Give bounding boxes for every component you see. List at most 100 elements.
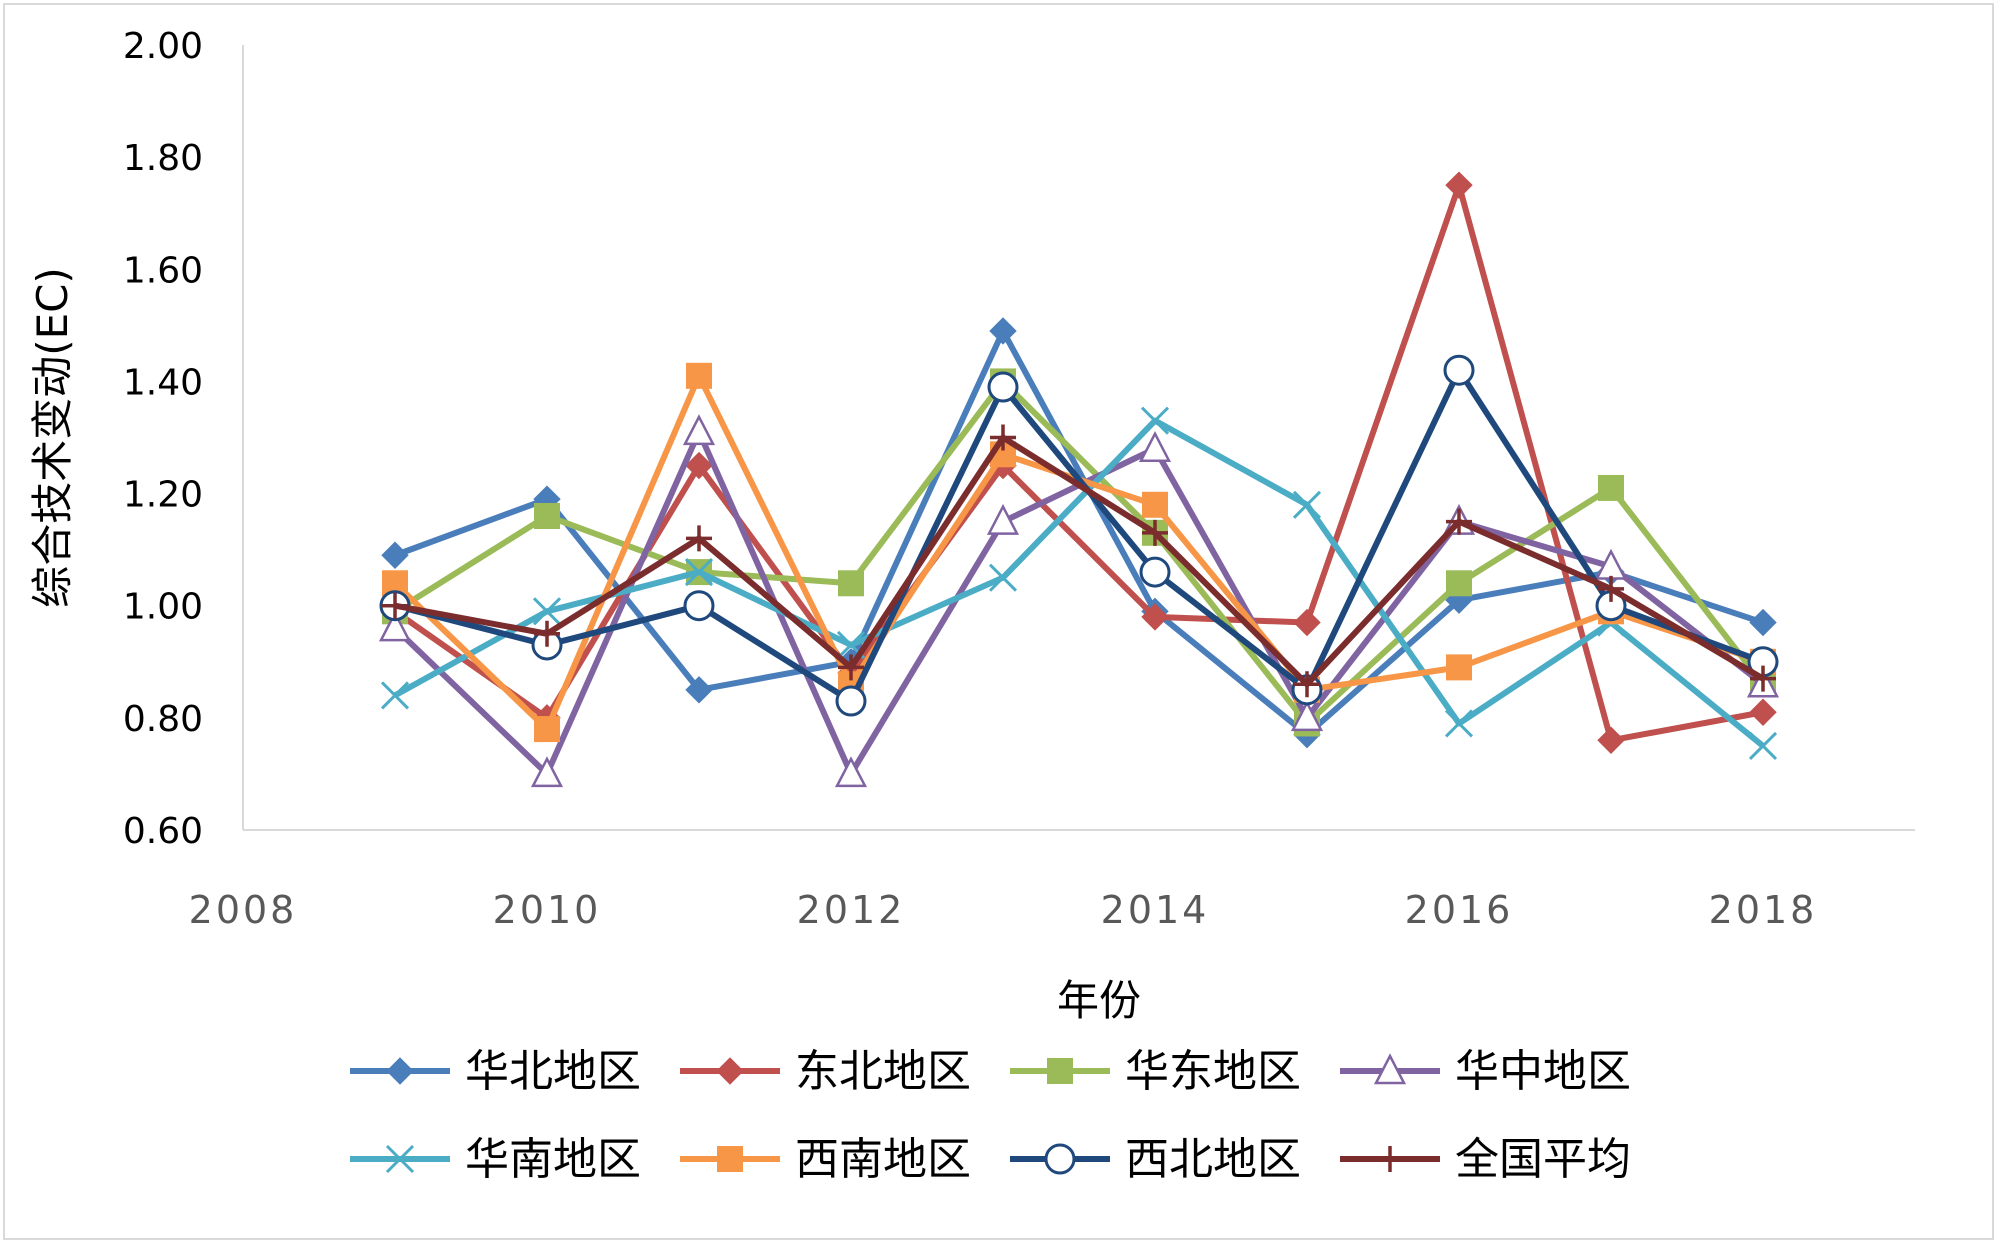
series-line [394, 367, 1765, 705]
data-point [1293, 608, 1321, 637]
data-point [1748, 731, 1778, 760]
data-point [988, 563, 1018, 592]
legend-marker [716, 1057, 744, 1085]
data-point [686, 525, 712, 552]
x-tick-label: 2012 [797, 888, 906, 932]
y-tick-label: 2.00 [123, 26, 203, 67]
legend-label: 西北地区 [1125, 1134, 1301, 1185]
data-point [986, 503, 1020, 535]
data-point [380, 681, 410, 710]
legend-marker [1373, 1053, 1407, 1085]
chart-frame: 0.60 0.80 1.00 1.20 1.40 1.60 1.80 2.00 2008 2010… [3, 3, 1994, 1240]
data-point [1444, 709, 1474, 738]
y-tick-label: 0.60 [123, 811, 203, 852]
data-point [534, 503, 560, 529]
legend-marker [1044, 1143, 1076, 1175]
x-axis-title: 年份 [1057, 976, 1141, 1025]
data-point [381, 541, 409, 569]
data-point [1292, 490, 1322, 519]
data-point [682, 414, 716, 446]
data-point [530, 756, 564, 788]
data-point [1290, 700, 1324, 732]
data-point [1598, 474, 1624, 501]
data-point [534, 620, 560, 647]
legend-label: 华北地区 [465, 1046, 641, 1097]
series-layer [378, 171, 1780, 788]
data-point [1597, 726, 1625, 754]
data-point [532, 597, 562, 626]
data-point [1138, 430, 1172, 462]
legend-label: 西南地区 [795, 1134, 971, 1185]
legend-label: 全国平均 [1455, 1134, 1631, 1185]
y-tick-label: 1.80 [123, 138, 203, 179]
line-chart: 0.60 0.80 1.00 1.20 1.40 1.60 1.80 2.00 2008 2010… [28, 26, 1915, 1185]
legend-label: 华南地区 [465, 1134, 641, 1185]
data-point [834, 756, 868, 788]
series-7 [379, 354, 1779, 717]
data-point [685, 451, 713, 480]
data-point [382, 592, 408, 619]
y-tick-label: 1.00 [123, 587, 203, 628]
legend-item: 华中地区 [1340, 1046, 1631, 1097]
legend-marker [1377, 1146, 1403, 1172]
y-axis-title: 综合技术变动(EC) [28, 267, 77, 608]
data-point [989, 317, 1017, 345]
legend-label: 华东地区 [1125, 1046, 1301, 1097]
x-tick-label: 2008 [189, 888, 298, 932]
data-point [686, 362, 712, 389]
legend-item: 全国平均 [1340, 1134, 1631, 1185]
data-point [1142, 519, 1168, 546]
data-point [1445, 171, 1473, 199]
legend-item: 东北地区 [680, 1046, 971, 1097]
data-point [1443, 354, 1475, 386]
series-line [394, 434, 1765, 688]
data-point [838, 570, 864, 597]
data-point [1446, 508, 1472, 535]
data-point [1598, 575, 1624, 602]
data-point [1139, 556, 1171, 588]
data-point [534, 716, 560, 743]
data-point [835, 685, 867, 717]
legend-item: 西北地区 [1010, 1134, 1301, 1185]
data-point [684, 558, 714, 587]
legend-item: 华东地区 [1010, 1046, 1301, 1097]
plot-area: 0.60 0.80 1.00 1.20 1.40 1.60 1.80 2.00 2008 2010… [123, 26, 1915, 932]
data-point [1142, 491, 1168, 518]
x-tick-label: 2014 [1101, 888, 1210, 932]
y-tick-label: 0.80 [123, 699, 203, 740]
legend-item: 西南地区 [680, 1134, 971, 1185]
legend-marker [717, 1146, 743, 1172]
x-tick-label: 2016 [1405, 888, 1514, 932]
legend-marker [385, 1144, 415, 1174]
y-tick-label: 1.40 [123, 362, 203, 403]
series-8 [382, 424, 1776, 698]
x-tick-label: 2010 [493, 888, 602, 932]
series-line [393, 378, 1766, 727]
data-point [1749, 698, 1777, 726]
data-point [1446, 570, 1472, 597]
y-tick-label: 1.20 [123, 475, 203, 516]
y-tick-label: 1.60 [123, 250, 203, 291]
data-point [683, 590, 715, 622]
legend-label: 东北地区 [795, 1046, 971, 1097]
x-tick-label: 2018 [1709, 888, 1818, 932]
data-point [987, 371, 1019, 403]
data-point [990, 424, 1016, 451]
data-point [1140, 406, 1170, 435]
data-point [1750, 665, 1776, 692]
legend-marker [386, 1057, 414, 1085]
legend-label: 华中地区 [1455, 1046, 1631, 1097]
data-point [838, 654, 864, 681]
data-point [1446, 654, 1472, 681]
legend-item: 华南地区 [350, 1134, 641, 1185]
data-point [378, 610, 412, 642]
series-line [393, 417, 1765, 749]
data-point [685, 676, 713, 704]
legend-item: 华北地区 [350, 1046, 641, 1097]
legend-marker [1047, 1058, 1073, 1084]
data-point [1294, 671, 1320, 698]
data-point [1749, 608, 1777, 637]
data-point [1141, 603, 1169, 631]
series-2 [381, 171, 1777, 754]
